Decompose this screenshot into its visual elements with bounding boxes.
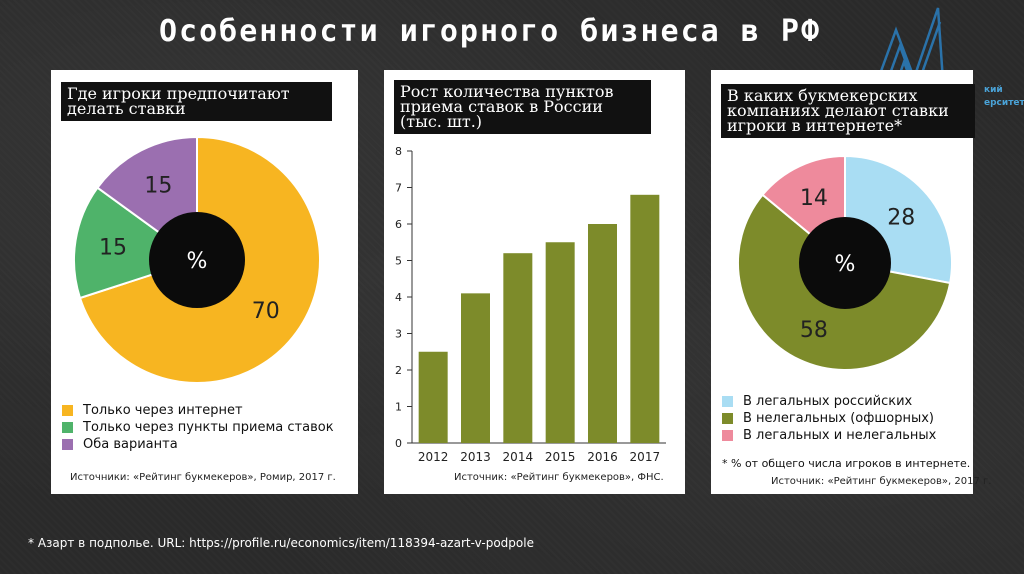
y-tick-label: 5	[395, 255, 402, 268]
chart-note: * % от общего числа игроков в интернете.	[722, 457, 971, 470]
chart-source: Источник: «Рейтинг букмекеров», ФНС.	[454, 472, 664, 483]
legend-item: Только через интернет	[62, 402, 334, 419]
bar	[588, 224, 617, 443]
slice-label: 28	[887, 205, 915, 230]
legend-swatch	[722, 430, 733, 441]
y-tick-label: 3	[395, 328, 402, 341]
legend-item: В легальных российских	[722, 393, 936, 410]
y-tick-label: 0	[395, 437, 402, 450]
chart-title: Рост количества пунктов приема ставок в …	[394, 80, 651, 134]
legend-swatch	[722, 413, 733, 424]
pie-chart-preference: 70 15 15%	[73, 135, 321, 384]
bar-chart-growth: 0 1 2 3 4 5 6 7 8 2012 2013 2014 2015 2016 2017	[395, 145, 666, 464]
chart-title: В каких букмекерских компаниях делают ст…	[721, 84, 975, 138]
center-label: %	[835, 252, 856, 277]
legend-swatch	[62, 439, 73, 450]
chart-legend: Только через интернет Только через пункт…	[62, 402, 334, 453]
footnote: * Азарт в подполье. URL: https://profile…	[28, 536, 534, 550]
slice-label: 15	[144, 173, 172, 198]
logo-text: кий ерситет	[984, 84, 1024, 110]
legend-item: Только через пункты приема ставок	[62, 419, 334, 436]
legend-label: Оба варианта	[83, 437, 178, 452]
x-tick-label: 2016	[587, 450, 618, 464]
logo-text-line: кий	[984, 85, 1003, 95]
x-tick-label: 2014	[503, 450, 534, 464]
legend-label: Только через пункты приема ставок	[83, 420, 334, 435]
slice-label: 70	[252, 299, 280, 324]
center-label: %	[187, 249, 208, 274]
legend-label: Только через интернет	[83, 403, 243, 418]
y-tick-label: 6	[395, 218, 402, 231]
legend-label: В легальных российских	[743, 394, 913, 409]
chart-source: Источники: «Рейтинг букмекеров», Ромир, …	[70, 472, 336, 483]
bar	[545, 242, 575, 443]
pie-card-preference: Где игроки предпочитают делать ставки 70…	[51, 70, 358, 494]
bar	[503, 253, 533, 443]
logo-text-line: ерситет	[984, 98, 1024, 108]
y-tick-label: 4	[395, 291, 402, 304]
legend-label: В нелегальных (офшорных)	[743, 411, 934, 426]
pie-chart-bookmakers: 28 58 14%	[737, 154, 953, 371]
bar	[418, 351, 448, 443]
slice-label: 15	[99, 236, 127, 261]
slice-label: 58	[800, 318, 828, 343]
legend-swatch	[722, 396, 733, 407]
pie-slice	[73, 186, 200, 300]
legend-item: Оба варианта	[62, 436, 334, 453]
legend-item: В нелегальных (офшорных)	[722, 410, 936, 427]
legend-swatch	[62, 405, 73, 416]
legend-swatch	[62, 422, 73, 433]
y-tick-label: 1	[395, 401, 402, 414]
x-tick-label: 2017	[630, 450, 661, 464]
x-tick-label: 2015	[545, 450, 576, 464]
chart-legend: В легальных российских В нелегальных (оф…	[722, 393, 936, 444]
slide-title: Особенности игорного бизнеса в РФ	[158, 14, 822, 49]
donut-hole	[149, 212, 245, 308]
bar	[461, 293, 490, 443]
donut-hole	[799, 217, 891, 309]
bar-card-growth: Рост количества пунктов приема ставок в …	[384, 70, 685, 494]
y-tick-label: 7	[395, 182, 402, 195]
legend-item: В легальных и нелегальных	[722, 427, 936, 444]
x-tick-label: 2013	[460, 450, 491, 464]
pie-card-bookmakers: В каких букмекерских компаниях делают ст…	[711, 70, 991, 494]
legend-label: В легальных и нелегальных	[743, 428, 937, 443]
y-tick-label: 8	[395, 145, 402, 158]
slice-label: 14	[800, 186, 828, 211]
x-tick-label: 2012	[418, 450, 449, 464]
chart-source: Источник: «Рейтинг букмекеров», 2017 г.	[771, 476, 992, 487]
bar	[630, 194, 660, 443]
y-tick-label: 2	[395, 364, 402, 377]
chart-title: Где игроки предпочитают делать ставки	[61, 82, 332, 121]
